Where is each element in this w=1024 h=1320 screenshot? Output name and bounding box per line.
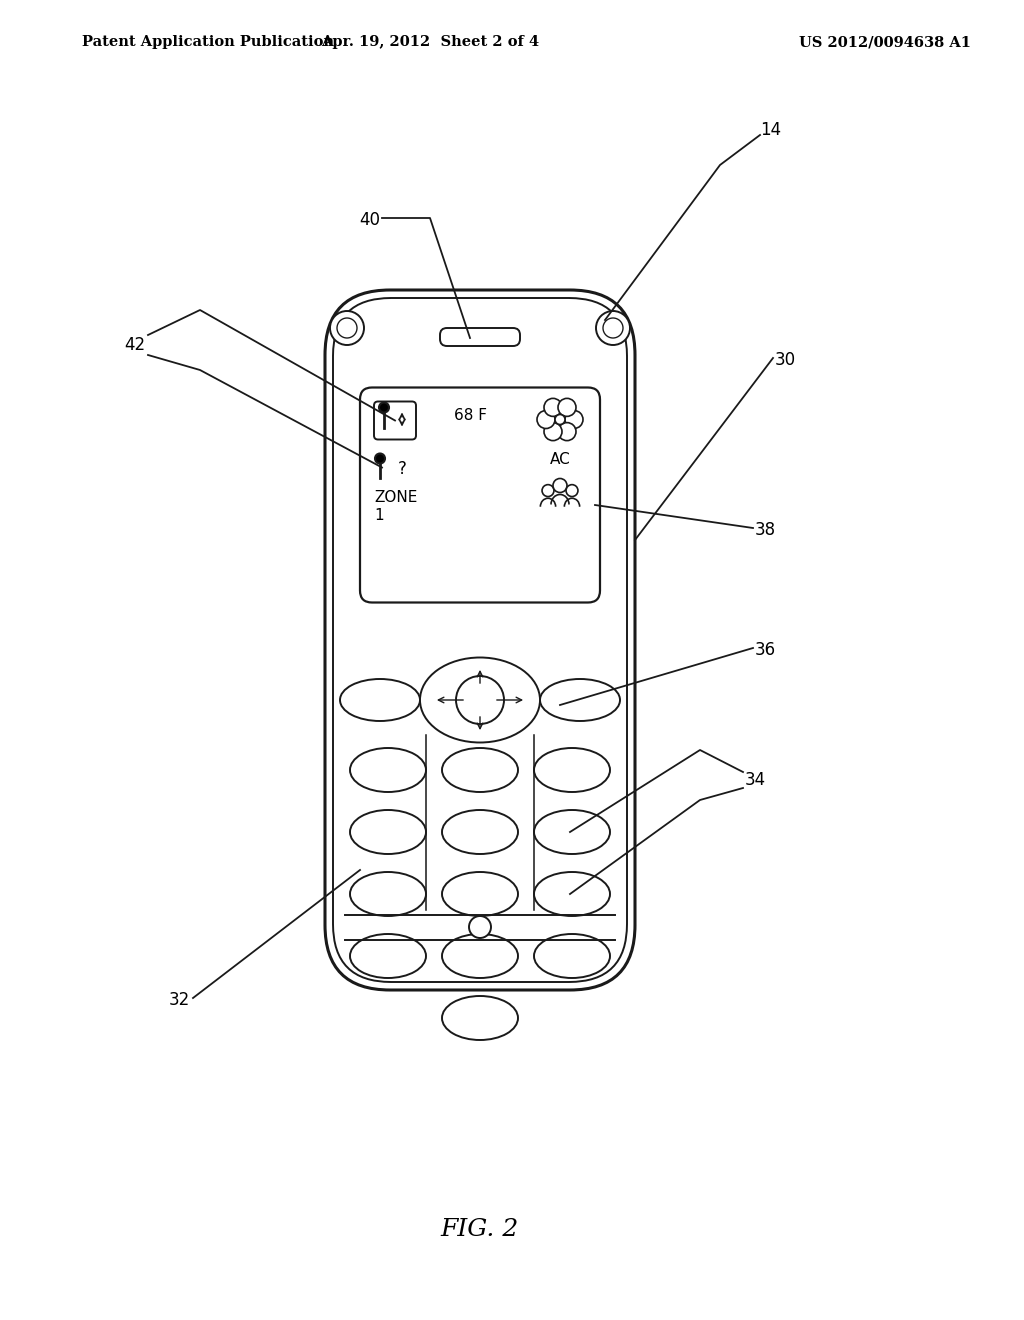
Text: 36: 36: [755, 642, 776, 659]
Ellipse shape: [442, 873, 518, 916]
FancyBboxPatch shape: [333, 298, 627, 982]
Circle shape: [566, 484, 578, 496]
Ellipse shape: [534, 935, 610, 978]
Circle shape: [330, 312, 364, 345]
Text: ZONE: ZONE: [374, 490, 418, 506]
FancyBboxPatch shape: [440, 327, 520, 346]
Circle shape: [337, 318, 357, 338]
Circle shape: [544, 422, 562, 441]
Ellipse shape: [340, 678, 420, 721]
Circle shape: [544, 399, 562, 416]
Ellipse shape: [350, 935, 426, 978]
Text: 32: 32: [169, 991, 190, 1008]
Ellipse shape: [534, 748, 610, 792]
Ellipse shape: [350, 810, 426, 854]
Text: FIG. 2: FIG. 2: [441, 1218, 519, 1242]
Circle shape: [375, 454, 385, 463]
Text: ?: ?: [398, 459, 407, 478]
Circle shape: [555, 414, 565, 425]
Text: US 2012/0094638 A1: US 2012/0094638 A1: [799, 36, 971, 49]
Ellipse shape: [442, 810, 518, 854]
Ellipse shape: [442, 748, 518, 792]
Text: 40: 40: [359, 211, 380, 228]
FancyBboxPatch shape: [374, 401, 416, 440]
Text: 14: 14: [760, 121, 781, 139]
Text: 68 F: 68 F: [454, 408, 486, 422]
Text: 34: 34: [745, 771, 766, 789]
Text: 38: 38: [755, 521, 776, 539]
Ellipse shape: [534, 873, 610, 916]
Ellipse shape: [540, 678, 620, 721]
Circle shape: [542, 484, 554, 496]
Circle shape: [456, 676, 504, 723]
Circle shape: [558, 399, 575, 416]
Circle shape: [537, 411, 555, 429]
Circle shape: [558, 422, 575, 441]
Text: 42: 42: [124, 337, 145, 354]
Circle shape: [553, 479, 567, 492]
Circle shape: [603, 318, 623, 338]
Circle shape: [565, 411, 583, 429]
Text: Apr. 19, 2012  Sheet 2 of 4: Apr. 19, 2012 Sheet 2 of 4: [321, 36, 540, 49]
Ellipse shape: [442, 997, 518, 1040]
Ellipse shape: [442, 935, 518, 978]
Circle shape: [379, 403, 389, 412]
Text: Patent Application Publication: Patent Application Publication: [82, 36, 334, 49]
FancyBboxPatch shape: [325, 290, 635, 990]
Ellipse shape: [350, 873, 426, 916]
Circle shape: [469, 916, 490, 939]
Text: AC: AC: [550, 451, 570, 467]
FancyBboxPatch shape: [360, 388, 600, 602]
Circle shape: [596, 312, 630, 345]
Ellipse shape: [534, 810, 610, 854]
Ellipse shape: [350, 748, 426, 792]
Ellipse shape: [420, 657, 540, 742]
Text: 30: 30: [775, 351, 796, 370]
Text: 1: 1: [374, 508, 384, 523]
